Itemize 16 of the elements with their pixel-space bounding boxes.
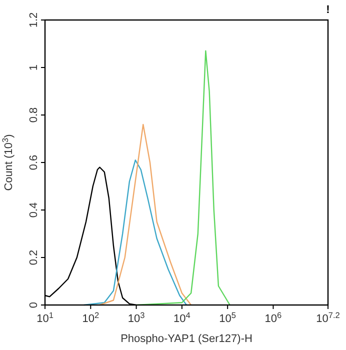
- x-tick-label: 10$^{4}$: [174, 310, 191, 325]
- x-tick-label: 10$^{5}$: [219, 310, 236, 325]
- y-tick-label: 0.6: [28, 154, 40, 170]
- x-tick-label: 10$^{3}$: [128, 310, 146, 325]
- x-tick-label: 10$^{2}$: [82, 310, 100, 325]
- y-tick-label: 1.2: [28, 12, 40, 28]
- y-tick-label: 1: [28, 64, 40, 71]
- y-tick-label: 0.4: [28, 202, 40, 218]
- y-tick-label: 0.2: [28, 250, 40, 266]
- x-tick-label: 10$^{7.2}$: [316, 310, 340, 325]
- y-tick-label: 0.8: [28, 107, 40, 123]
- x-axis-title: Phospho-YAP1 (Ser127)-H: [120, 333, 252, 345]
- x-tick-label: 10$^{1}$: [36, 310, 54, 325]
- y-tick-label: 0: [28, 302, 40, 308]
- x-tick-label: 10$^{6}$: [264, 310, 282, 325]
- text: !: [326, 4, 330, 16]
